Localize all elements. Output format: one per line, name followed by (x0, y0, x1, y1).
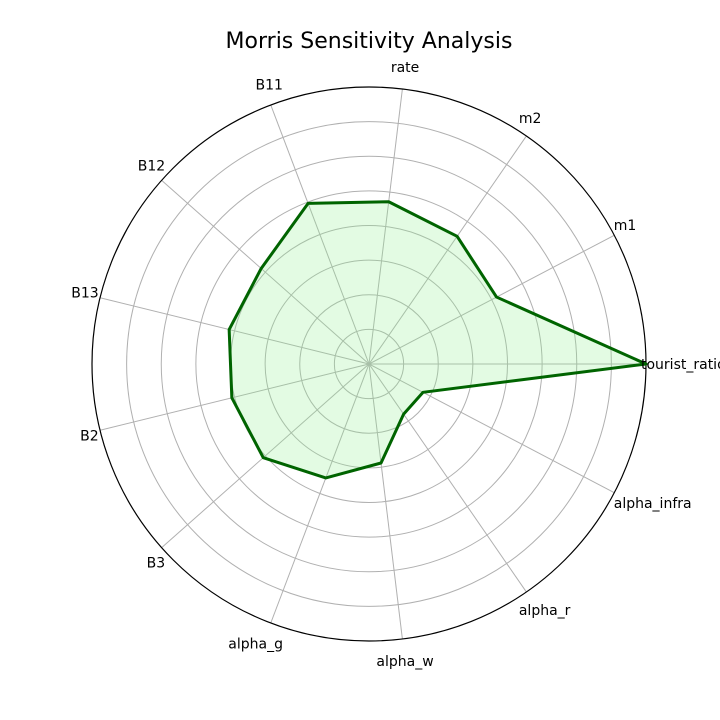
grid-spoke-alpha_infra (368, 363, 615, 494)
category-label-B12: B12 (138, 159, 165, 175)
grid-spoke-B3 (161, 363, 370, 549)
category-label-B2: B2 (80, 429, 99, 445)
category-label-rate: rate (391, 60, 419, 76)
category-label-B3: B3 (147, 555, 166, 571)
category-label-m2: m2 (519, 111, 542, 127)
category-label-alpha_r: alpha_r (519, 603, 571, 619)
category-label-alpha_infra: alpha_infra (614, 496, 692, 512)
grid-spoke-alpha_w (368, 363, 403, 640)
category-label-B11: B11 (256, 77, 283, 93)
grid-spoke-rate (368, 88, 403, 365)
grid-spoke-B13 (99, 297, 370, 365)
chart-title: Morris Sensitivity Analysis (226, 29, 513, 54)
category-label-m1: m1 (614, 218, 637, 234)
category-label-B13: B13 (71, 285, 98, 301)
grid-spoke-B12 (161, 179, 370, 365)
category-labels: tourist_ratio m1 m2 rate B11 B12 B13 B2 B3 alpha_… (71, 60, 720, 670)
grid-spoke-m2 (368, 135, 527, 365)
data-layer (227, 200, 648, 480)
grid-spoke-B2 (99, 363, 370, 431)
grid-spoke-B11 (270, 104, 370, 365)
grid-spoke-alpha_g (270, 363, 370, 624)
series-line-0 (227, 200, 648, 480)
category-label-tourist_ratio: tourist_ratio (641, 357, 720, 373)
series-fill-0 (229, 201, 646, 478)
category-label-alpha_w: alpha_w (376, 654, 433, 670)
grid-spoke-m1 (368, 234, 615, 365)
category-label-alpha_g: alpha_g (228, 637, 283, 653)
grid-spoke-alpha_r (368, 363, 527, 593)
